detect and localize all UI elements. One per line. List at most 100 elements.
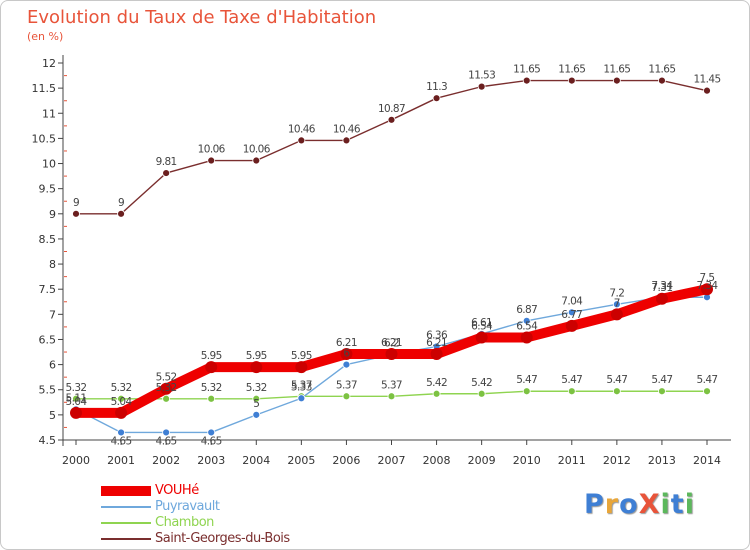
data-point [250, 361, 263, 374]
data-point [477, 82, 486, 91]
data-label: 5.04 [66, 396, 88, 408]
data-point [205, 361, 218, 374]
x-tick-label: 2007 [378, 454, 406, 467]
data-label: 10.46 [333, 123, 361, 135]
data-point [567, 308, 576, 317]
data-point [610, 308, 623, 321]
logo-letter: r [604, 489, 620, 520]
data-point [612, 387, 621, 396]
data-label: 5.95 [291, 350, 312, 362]
data-point [658, 76, 666, 85]
data-label: 5.47 [561, 374, 582, 386]
legend-label: Puyravault [155, 499, 220, 514]
data-label: 6.36 [426, 330, 448, 342]
data-label: 5.37 [336, 379, 357, 391]
data-point [72, 209, 80, 218]
y-tick-label: 6.5 [39, 333, 57, 346]
data-label: 7.34 [651, 280, 673, 292]
y-tick-label: 8 [49, 258, 56, 271]
data-point [297, 136, 306, 145]
data-point [70, 406, 82, 419]
data-label: 6.77 [561, 309, 582, 321]
series-line-3 [75, 79, 708, 215]
data-label: 10.06 [198, 144, 226, 156]
y-tick-label: 9.5 [39, 183, 57, 196]
data-label: 5.52 [156, 372, 177, 384]
data-point [387, 392, 396, 401]
legend-swatch [101, 538, 151, 540]
data-point [207, 156, 216, 165]
y-tick-label: 4.5 [39, 434, 57, 447]
data-point [252, 410, 261, 419]
legend-swatch [101, 522, 151, 524]
data-label: 11.65 [603, 64, 630, 76]
data-point [72, 394, 80, 403]
data-point [115, 406, 128, 419]
data-point [207, 394, 216, 403]
data-point [340, 348, 353, 361]
data-label: 11.45 [693, 74, 720, 86]
data-label: 6.21 [426, 337, 447, 349]
logo-letter: i [660, 489, 671, 520]
data-label: 5.33 [291, 381, 312, 393]
data-label: 5.32 [246, 382, 267, 394]
data-point [475, 331, 488, 344]
data-point [430, 348, 443, 361]
data-point [612, 76, 621, 85]
data-point [522, 76, 531, 85]
data-label: 5.42 [426, 377, 447, 389]
legend-swatch [101, 506, 151, 508]
data-label: 7.34 [697, 280, 719, 292]
logo-letter: o [619, 489, 639, 520]
data-label: 11.65 [648, 64, 675, 76]
data-point [703, 387, 711, 396]
data-point [162, 169, 171, 177]
x-tick-label: 2014 [693, 454, 721, 467]
data-label: 4.65 [111, 435, 132, 447]
data-point [432, 389, 441, 398]
data-label: 5.47 [516, 374, 537, 386]
data-point [252, 394, 261, 403]
data-label: 6.61 [471, 317, 492, 329]
data-point [701, 283, 713, 296]
x-tick-label: 2000 [62, 454, 90, 467]
data-point [117, 209, 125, 218]
legend-label: Chambon [155, 515, 214, 530]
x-tick-label: 2009 [468, 454, 496, 467]
data-label: 5.47 [697, 374, 718, 386]
data-label: 10.06 [243, 144, 271, 156]
data-label: 5.32 [111, 382, 132, 394]
data-label: 10.46 [288, 123, 316, 135]
data-point [297, 394, 306, 403]
legend-label: VOUHé [155, 483, 199, 498]
data-point [565, 319, 578, 332]
logo-letter: t [670, 489, 685, 520]
x-tick-label: 2003 [197, 454, 225, 467]
data-point [387, 115, 396, 124]
x-tick-label: 2004 [242, 454, 270, 467]
x-tick-label: 2013 [648, 454, 676, 467]
data-point [567, 387, 576, 396]
data-point [522, 387, 531, 396]
data-label: 5.32 [201, 382, 222, 394]
chart-unit-label: (en %) [27, 30, 64, 43]
logo-letter: P [584, 489, 605, 520]
proxiti-logo: ProXiti [584, 489, 695, 520]
data-point [162, 394, 171, 403]
data-point [252, 156, 261, 165]
data-label: 5.32 [66, 382, 87, 394]
x-tick-label: 2012 [603, 454, 631, 467]
data-point [477, 389, 486, 398]
x-tick-label: 2006 [332, 454, 360, 467]
data-label: 11.3 [426, 81, 447, 93]
data-label: 4.65 [156, 435, 177, 447]
y-tick-label: 7.5 [39, 283, 57, 296]
y-tick-label: 7 [49, 308, 56, 321]
data-label: 6.2 [384, 338, 399, 350]
logo-letter: i [684, 489, 695, 520]
x-tick-label: 2001 [107, 454, 135, 467]
data-label: 5.47 [651, 374, 672, 386]
data-point [432, 94, 441, 103]
x-tick-label: 2008 [423, 454, 451, 467]
